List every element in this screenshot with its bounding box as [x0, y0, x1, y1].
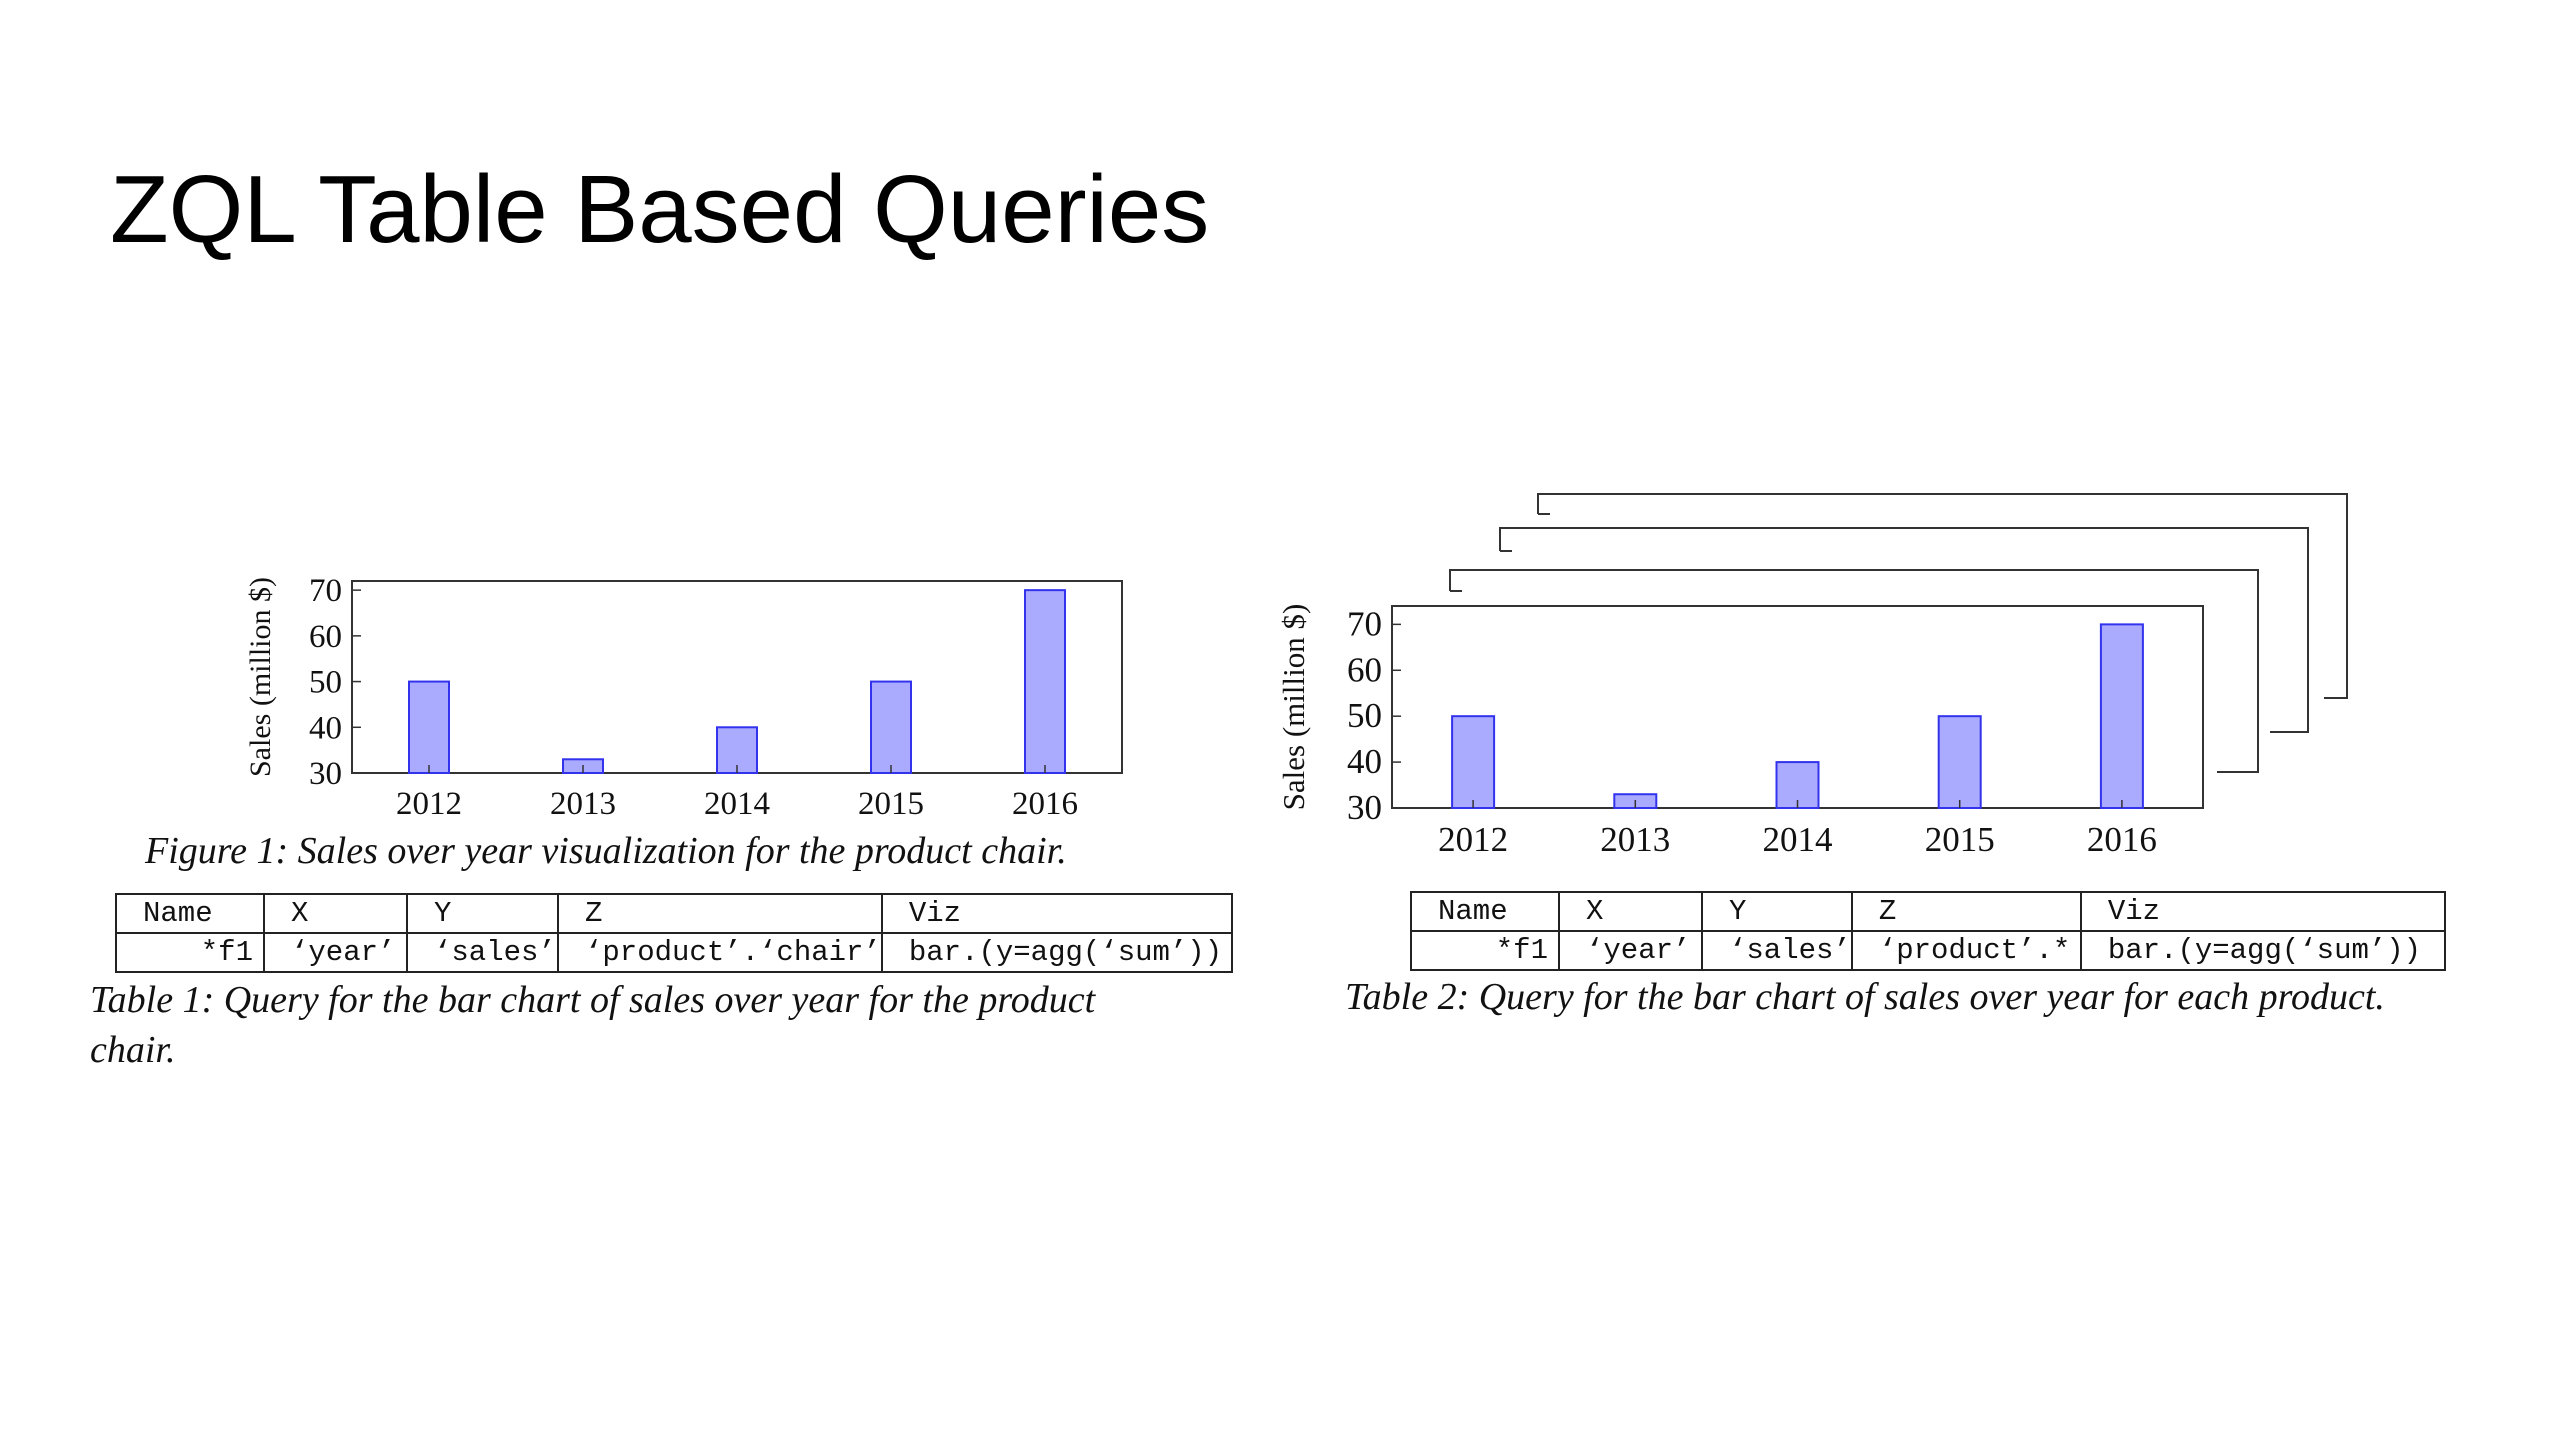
y-axis-label: Sales (million $)	[1276, 604, 1311, 811]
table2-cell-viz: bar.(y=agg(‘sum’))	[2079, 930, 2447, 971]
table2-header-viz: Viz	[2079, 891, 2447, 932]
y-tick-label: 70	[309, 573, 342, 609]
x-tick-label: 2016	[1012, 786, 1078, 822]
figure1-caption: Figure 1: Sales over year visualization …	[145, 830, 1067, 872]
table1-cell-name: *f1	[115, 932, 265, 973]
table1-caption: Table 1: Query for the bar chart of sale…	[90, 975, 1095, 1075]
bar-2012	[408, 680, 450, 774]
x-tick-label: 2013	[550, 786, 616, 822]
y-tick-label: 40	[1347, 742, 1382, 781]
x-tick-label: 2015	[858, 786, 924, 822]
bar-2012	[1451, 715, 1496, 810]
table2-cell-y: ‘sales’	[1701, 930, 1853, 971]
table2-header-z: Z	[1850, 891, 2082, 932]
x-tick-label: 2012	[1438, 820, 1508, 859]
table2-query: Name X Y Z Viz *f1 ‘year’ ‘sales’ ‘produ…	[1410, 891, 2447, 971]
table1-cell-y: ‘sales’	[406, 932, 559, 973]
table1-caption-line1: Table 1: Query for the bar chart of sale…	[90, 979, 1096, 1021]
table2-header-y: Y	[1701, 891, 1853, 932]
slide-title: ZQL Table Based Queries	[110, 156, 1210, 263]
table2-cell-x: ‘year’	[1558, 930, 1703, 971]
table1-query: Name X Y Z Viz *f1 ‘year’ ‘sales’ ‘produ…	[115, 893, 1234, 973]
x-tick-label: 2014	[704, 786, 770, 822]
y-tick-label: 50	[1347, 696, 1382, 735]
y-axis-label: Sales (million $)	[244, 577, 277, 777]
y-tick-label: 30	[1347, 788, 1382, 827]
y-tick-label: 40	[309, 710, 342, 746]
table2-header-x: X	[1558, 891, 1703, 932]
y-tick-label: 70	[1347, 604, 1382, 643]
bar-2016	[1024, 589, 1066, 775]
table1-header-name: Name	[115, 893, 265, 934]
x-tick-label: 2013	[1600, 820, 1670, 859]
table1-header-viz: Viz	[880, 893, 1234, 934]
table1-cell-x: ‘year’	[263, 932, 408, 973]
bar-2016	[2099, 623, 2144, 810]
table1-row: *f1 ‘year’ ‘sales’ ‘product’.‘chair’ bar…	[115, 932, 1234, 973]
table2-row: *f1 ‘year’ ‘sales’ ‘product’.* bar.(y=ag…	[1410, 930, 2447, 971]
table1-caption-line2: chair.	[90, 1029, 176, 1071]
figure1-bar-chart: 30 40 50 60 70 2012 2013 2014 2015 2016 Sales (mil…	[244, 573, 1123, 822]
x-tick-label: 2015	[1925, 820, 1995, 859]
table1-header-y: Y	[406, 893, 559, 934]
table1-cell-z: ‘product’.‘chair’	[557, 932, 883, 973]
x-tick-label: 2016	[2087, 820, 2157, 859]
table1-header-row: Name X Y Z Viz	[115, 893, 1234, 934]
y-tick-label: 60	[1347, 650, 1382, 689]
table1-header-z: Z	[557, 893, 883, 934]
y-tick-label: 30	[309, 756, 342, 792]
product-bar-chart: 30 40 50 60 70 2012 2013 2014 2015 2016 Sales (mil…	[1276, 604, 2204, 859]
bar-2015	[1937, 715, 1982, 810]
table2-caption: Table 2: Query for the bar chart of sale…	[1345, 976, 2385, 1018]
table2-header-row: Name X Y Z Viz	[1410, 891, 2447, 932]
table1-header-x: X	[263, 893, 408, 934]
table2-header-name: Name	[1410, 891, 1560, 932]
x-tick-label: 2014	[1763, 820, 1833, 859]
bar-2015	[870, 680, 912, 774]
y-tick-label: 60	[309, 619, 342, 655]
table1-cell-viz: bar.(y=agg(‘sum’))	[880, 932, 1234, 973]
table2-cell-name: *f1	[1410, 930, 1560, 971]
x-tick-label: 2012	[396, 786, 462, 822]
table2-cell-z: ‘product’.*	[1850, 930, 2082, 971]
y-tick-label: 50	[309, 665, 342, 701]
